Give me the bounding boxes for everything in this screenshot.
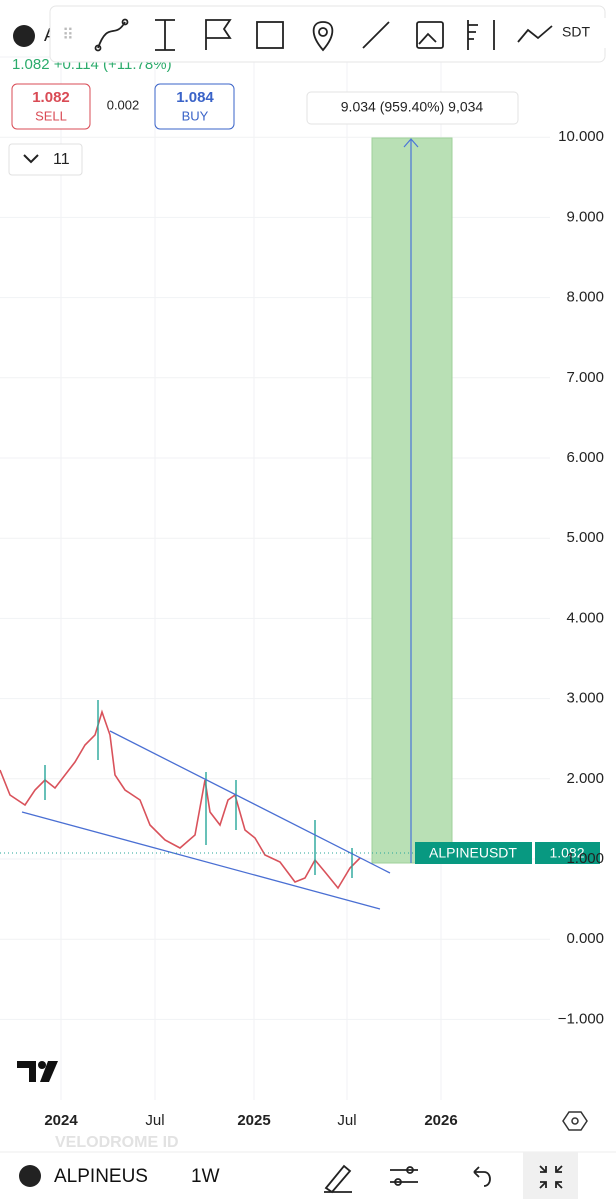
indicator-count[interactable]: 11 <box>53 151 70 168</box>
measure-label-box <box>306 91 519 125</box>
price-tick-label: 1.000 <box>566 850 604 867</box>
price-tag-symbol-box <box>415 842 532 864</box>
arrow-head <box>403 138 419 148</box>
price-axis: 11.00010.0009.0008.0007.0006.0005.0004.0… <box>558 48 604 1027</box>
bottom-symbol[interactable]: ALPINEUS <box>54 1166 148 1187</box>
spread: 0.002 <box>107 97 140 112</box>
trendline-lower <box>21 811 381 910</box>
price-tick-label: 10.000 <box>558 128 604 145</box>
price-tick-label: 6.000 <box>566 449 604 466</box>
drawing-toolbar <box>49 5 606 63</box>
symbol-tail[interactable]: SDT <box>562 24 590 40</box>
toolbar-handle: ⠿ <box>62 27 74 44</box>
price-tick-label: 3.000 <box>566 690 604 707</box>
sell-button[interactable] <box>11 83 91 130</box>
interval[interactable]: 1W <box>191 1166 220 1187</box>
symbol-logo <box>13 25 35 47</box>
fullscreen-button[interactable] <box>523 1152 578 1199</box>
price-tick-label: 9.000 <box>566 208 604 225</box>
toolbar-icons[interactable] <box>94 18 553 52</box>
time-tick-label: 2024 <box>44 1112 78 1129</box>
sell-label[interactable]: SELL <box>35 108 67 123</box>
price-tag-price-box <box>535 842 600 864</box>
indicators-toggle[interactable] <box>8 143 83 176</box>
time-tick-label: 2025 <box>237 1112 270 1129</box>
buy-button[interactable] <box>154 83 235 130</box>
price-tag-symbol: ALPINEUSDT <box>429 845 517 861</box>
symbol-tail-box[interactable] <box>560 18 606 48</box>
price-tag-price: 1.082 <box>549 845 584 861</box>
chevron <box>23 154 39 164</box>
sell-price[interactable]: 1.082 <box>32 89 70 106</box>
buy-price[interactable]: 1.084 <box>176 89 214 106</box>
measure-area <box>371 137 453 864</box>
tv-logo <box>17 1061 58 1082</box>
time-tick-label: 2026 <box>424 1112 457 1129</box>
price-tick-label: −1.000 <box>558 1010 604 1027</box>
price-tick-label: 0.000 <box>566 930 604 947</box>
price-tick-label: 5.000 <box>566 529 604 546</box>
buy-label[interactable]: BUY <box>182 108 209 123</box>
time-axis: 2024 Jul 2025 Jul 2026 <box>44 1112 457 1129</box>
trendline-upper <box>109 730 391 874</box>
candle-wicks <box>44 700 353 878</box>
measure-label: 9.034 (959.40%) 9,034 <box>341 99 484 115</box>
grid <box>0 56 550 1100</box>
time-tick-label: Jul <box>337 1112 356 1129</box>
price-tick-label: 7.000 <box>566 369 604 386</box>
price-tick-label: 4.000 <box>566 609 604 626</box>
price-tick-label: 2.000 <box>566 770 604 787</box>
watermark: VELODROME ID <box>55 1134 179 1151</box>
settings-icon[interactable] <box>562 1111 588 1131</box>
bottom-logo <box>19 1165 41 1187</box>
bottom-icons[interactable] <box>324 1164 491 1194</box>
time-tick-label: Jul <box>145 1112 164 1129</box>
price-tick-label: 8.000 <box>566 289 604 306</box>
